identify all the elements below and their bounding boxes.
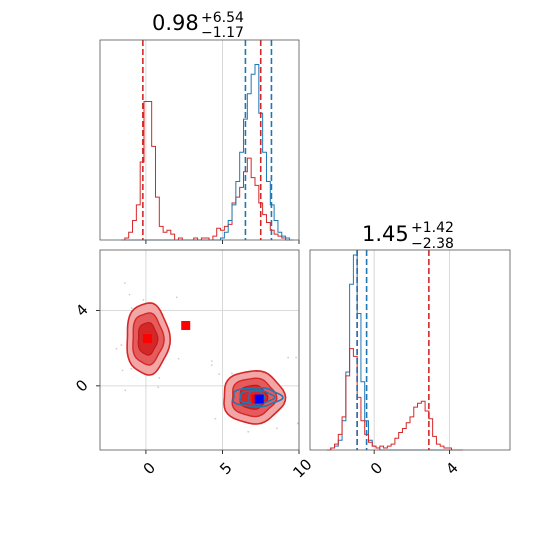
marginal-y-title-value: 1.45 (362, 222, 409, 246)
blue-contour-outer (232, 386, 284, 408)
sample-point (158, 377, 161, 379)
sample-point (247, 430, 250, 433)
marginal-x-panel (99, 39, 300, 244)
histogram-blue (326, 254, 463, 451)
x-tick-label: 4 (442, 459, 461, 478)
sample-point (124, 389, 127, 392)
sample-point (142, 298, 145, 301)
sample-point (231, 372, 233, 375)
sample-point (157, 386, 160, 389)
sample-point (115, 347, 118, 350)
sample-point (214, 417, 217, 420)
sample-point (275, 427, 278, 430)
sample-point (120, 344, 123, 346)
marker (181, 320, 191, 330)
sample-point (295, 356, 297, 359)
x-tick-label: 0 (140, 459, 159, 478)
histogram-red (121, 101, 294, 241)
sample-point (210, 364, 213, 367)
sample-point (128, 293, 131, 296)
sample-point (218, 373, 221, 376)
sample-point (123, 282, 126, 284)
sample-point (130, 307, 133, 309)
histogram-blue (121, 64, 294, 241)
sample-point (175, 296, 178, 299)
marker (254, 394, 264, 404)
marginal-y-title-minus: −2.38 (411, 236, 454, 252)
marginal-x-frame (99, 39, 300, 241)
joint-panel: 0 5 10 0 4 (72, 249, 316, 482)
sample-point (210, 360, 213, 363)
marginal-x-title-value: 0.98 (152, 11, 199, 35)
marginal-x-title-plus: +6.54 (201, 10, 244, 26)
sample-point (130, 367, 133, 370)
marginal-y-frame (309, 249, 511, 451)
marginal-y-title-plus: +1.42 (411, 220, 454, 236)
histogram-red (326, 348, 463, 451)
y-tick-label: 0 (72, 376, 91, 395)
y-tick-label: 4 (72, 301, 91, 320)
sample-point (296, 422, 299, 425)
x-tick-label: 5 (216, 459, 235, 478)
sample-point (287, 356, 290, 359)
x-tick-label: 10 (289, 455, 315, 481)
marker (142, 334, 152, 344)
marginal-x-title-minus: −1.17 (201, 25, 244, 41)
joint-frame (99, 249, 300, 451)
x-tick-label: 0 (367, 459, 386, 478)
sample-point (121, 369, 124, 372)
sample-point (177, 357, 180, 360)
blue-contour-middle (239, 389, 276, 405)
